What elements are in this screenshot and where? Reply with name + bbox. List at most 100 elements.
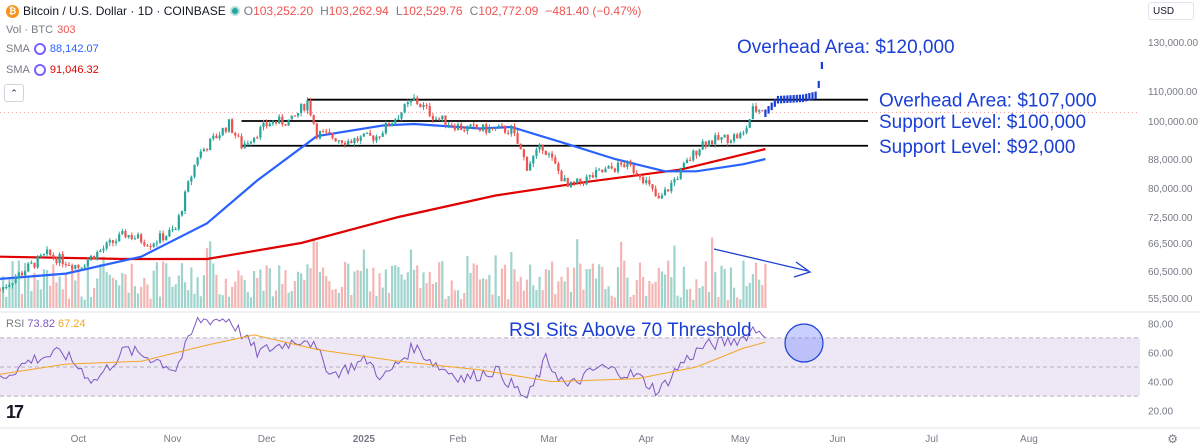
- candle-body: [419, 103, 422, 108]
- rsi-ma-line: [0, 334, 766, 383]
- candle-body: [315, 123, 318, 139]
- volume-bar: [20, 293, 24, 308]
- candle-body: [391, 123, 394, 127]
- volume-bar: [193, 293, 196, 308]
- tradingview-logo[interactable]: 17: [6, 402, 24, 422]
- price-level-label: Overhead Area: $107,000: [879, 91, 1097, 112]
- sma-fast-legend[interactable]: SMA 88,142.07: [6, 43, 99, 55]
- volume-bar: [174, 284, 177, 308]
- volume-bar: [663, 274, 667, 308]
- volume-bar: [431, 283, 435, 308]
- candle-body: [281, 116, 284, 125]
- candle-body: [532, 155, 535, 164]
- candle-body: [522, 149, 525, 157]
- x-tick-label: May: [731, 434, 750, 445]
- volume-bar: [554, 294, 557, 308]
- volume-bar: [651, 283, 654, 308]
- symbol-title[interactable]: Bitcoin / U.S. Dollar · 1D · COINBASE: [23, 4, 226, 18]
- candle-body: [8, 284, 11, 287]
- volume-bar: [510, 252, 513, 308]
- volume-bar: [516, 281, 519, 308]
- volume-bar: [585, 269, 588, 308]
- rsi-label: RSI: [6, 318, 25, 330]
- collapse-legend-button[interactable]: ⌃: [4, 84, 24, 102]
- sma-settings-icon[interactable]: [33, 64, 46, 76]
- volume-bar: [481, 278, 485, 308]
- candle-body: [268, 123, 271, 127]
- volume-bar: [654, 281, 657, 308]
- candle-body: [645, 180, 648, 184]
- sma-settings-icon[interactable]: [33, 43, 46, 55]
- candle-body: [108, 240, 111, 243]
- candle-body: [309, 100, 312, 116]
- candle-body: [86, 259, 89, 266]
- volume-bar: [64, 273, 67, 308]
- volume-bar: [265, 265, 268, 308]
- candle-body: [551, 153, 554, 158]
- candle-body: [369, 132, 372, 136]
- candle-body: [231, 119, 234, 133]
- volume-layer: [0, 237, 767, 308]
- candle-body: [485, 124, 488, 133]
- candle-body: [616, 162, 620, 172]
- candle-body: [579, 178, 582, 183]
- candle-body: [717, 135, 720, 140]
- volume-bar: [127, 292, 130, 308]
- candle-body: [17, 272, 20, 278]
- currency-select[interactable]: USD: [1148, 2, 1194, 20]
- volume-bar: [372, 267, 375, 308]
- candle-body: [544, 150, 547, 155]
- volume-bar: [529, 264, 532, 308]
- candle-body: [180, 211, 184, 216]
- volume-bar: [582, 289, 585, 308]
- symbol-legend[interactable]: ₿ Bitcoin / U.S. Dollar · 1D · COINBASE …: [6, 4, 644, 18]
- volume-bar: [27, 275, 30, 308]
- candle-body: [425, 105, 428, 107]
- volume-bar: [717, 297, 720, 308]
- volume-bar: [557, 281, 560, 308]
- candle-body: [660, 195, 664, 199]
- candle-body: [409, 100, 413, 103]
- candle-body: [271, 121, 275, 124]
- candle-body: [378, 136, 381, 138]
- candle-body: [340, 140, 344, 143]
- volume-bar: [45, 270, 49, 308]
- sma-slow-legend[interactable]: SMA 91,046.32: [6, 64, 99, 76]
- volume-bar: [676, 295, 679, 308]
- candle-body: [525, 156, 529, 171]
- volume-bar: [136, 293, 140, 308]
- candle-body: [296, 112, 300, 116]
- ohlc-open: O103,252.20: [243, 4, 314, 18]
- volume-bar: [190, 267, 193, 308]
- x-tick-label: Feb: [449, 434, 467, 445]
- candle-body: [136, 234, 140, 239]
- candle-body: [0, 289, 2, 291]
- sma-layer: [0, 122, 766, 280]
- candle-body: [71, 265, 74, 269]
- volume-bar: [736, 297, 739, 308]
- candle-body: [318, 131, 322, 139]
- volume-bar: [453, 290, 456, 308]
- candle-body: [444, 115, 447, 126]
- volume-bar: [422, 272, 425, 308]
- volume-bar: [692, 299, 695, 308]
- volume-bar: [758, 279, 761, 308]
- volume-bar: [701, 286, 704, 308]
- volume-label: Vol · BTC: [6, 24, 54, 36]
- rsi-legend[interactable]: RSI 73.82 67.24: [6, 318, 86, 330]
- volume-bar: [325, 276, 328, 308]
- ohlc-close: C102,772.09: [469, 4, 539, 18]
- volume-legend[interactable]: Vol · BTC 303: [6, 24, 75, 36]
- volume-bar: [171, 286, 174, 308]
- candle-body: [623, 164, 626, 167]
- candle-layer[interactable]: [0, 94, 767, 294]
- volume-bar: [36, 280, 39, 308]
- volume-bar: [243, 280, 246, 308]
- candle-body: [538, 144, 541, 150]
- candle-body: [707, 140, 711, 147]
- gear-icon[interactable]: ⚙: [1167, 432, 1178, 446]
- volume-bar: [679, 297, 682, 308]
- volume-bar: [343, 261, 347, 308]
- volume-bar: [99, 264, 102, 308]
